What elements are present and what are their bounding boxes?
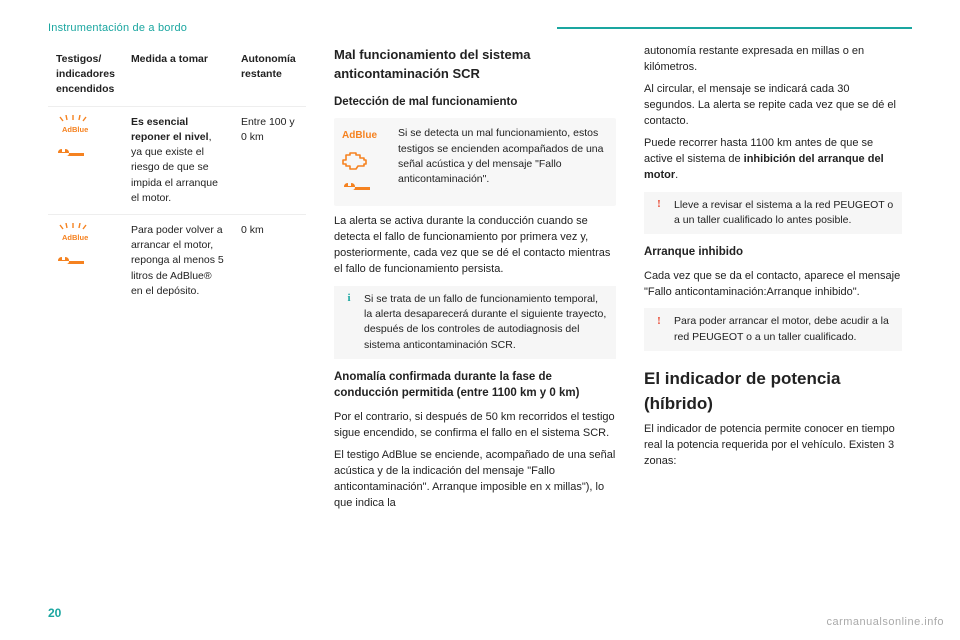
column-2: Mal funcionamiento del sistema anticonta… [334,44,616,518]
svg-text:AdBlue: AdBlue [62,233,88,242]
cell-icons: AdBlue [48,214,123,307]
note-text: Para poder arrancar el motor, debe acudi… [674,314,894,344]
paragraph: El testigo AdBlue se enciende, acompañad… [334,448,616,512]
table-row: AdBlue Es esencial reponer el nivel, ya … [48,106,306,214]
section-heading: Mal funcionamiento del sistema anticonta… [334,46,616,84]
paragraph: Puede recorrer hasta 1100 km antes de qu… [644,136,902,184]
page-header: Instrumentación de a bordo [48,22,912,34]
watermark: carmanualsonline.info [826,616,944,628]
page-number: 20 [48,606,61,620]
info-icon: i [342,292,356,306]
note-text: Si se trata de un fallo de funcionamient… [364,292,608,353]
paragraph: La alerta se activa durante la conducció… [334,214,616,278]
adblue-warning-icon: AdBlue [56,223,90,245]
note-text: Lleve a revisar el sistema a la red PEUG… [674,198,894,228]
wrench-icon [56,255,86,267]
subsection-heading: Detección de mal funcionamiento [334,94,616,111]
indicators-table: Testigos/ indicadores encendidos Medida … [48,44,306,307]
detection-callout: AdBlue Si se detecta un mal funcionamien… [334,118,616,206]
info-note: i Si se trata de un fallo de funcionamie… [334,286,616,359]
paragraph: autonomía restante expresada en millas o… [644,44,902,76]
section-heading-large: El indicador de potencia (híbrido) [644,367,902,416]
subsection-heading: Anomalía confirmada durante la fase de c… [334,369,616,402]
cell-autonomy: 0 km [233,214,306,307]
header-title: Instrumentación de a bordo [48,22,187,34]
paragraph: El indicador de potencia permite conocer… [644,422,902,470]
wrench-icon [56,147,86,159]
cell-icons: AdBlue [48,106,123,214]
alert-icon: ! [652,198,666,212]
callout-text: Si se detecta un mal funcionamiento, est… [398,126,608,198]
engine-icon [342,152,368,176]
alert-icon: ! [652,314,666,328]
svg-text:AdBlue: AdBlue [342,130,377,140]
paragraph: Cada vez que se da el contacto, aparece … [644,269,902,301]
svg-text:AdBlue: AdBlue [62,125,88,134]
cell-action: Para poder volver a arrancar el motor, r… [123,214,233,307]
cell-autonomy: Entre 100 y 0 km [233,106,306,214]
th-autonomy: Autonomía restante [233,44,306,106]
paragraph: Por el contrario, si después de 50 km re… [334,410,616,442]
subsection-heading: Arranque inhibido [644,244,902,261]
adblue-warning-icon: AdBlue [56,115,90,137]
column-1: Testigos/ indicadores encendidos Medida … [48,44,306,518]
wrench-icon [342,182,372,198]
column-3: autonomía restante expresada en millas o… [644,44,902,518]
th-indicators: Testigos/ indicadores encendidos [48,44,123,106]
paragraph: Al circular, el mensaje se indicará cada… [644,82,902,130]
th-action: Medida a tomar [123,44,233,106]
table-row: AdBlue Para poder volver a arrancar el m… [48,214,306,307]
header-rule [557,27,912,29]
alert-note: ! Lleve a revisar el sistema a la red PE… [644,192,902,234]
cell-action: Es esencial reponer el nivel, ya que exi… [123,106,233,214]
alert-note: ! Para poder arrancar el motor, debe acu… [644,308,902,350]
adblue-text-icon: AdBlue [342,128,382,146]
